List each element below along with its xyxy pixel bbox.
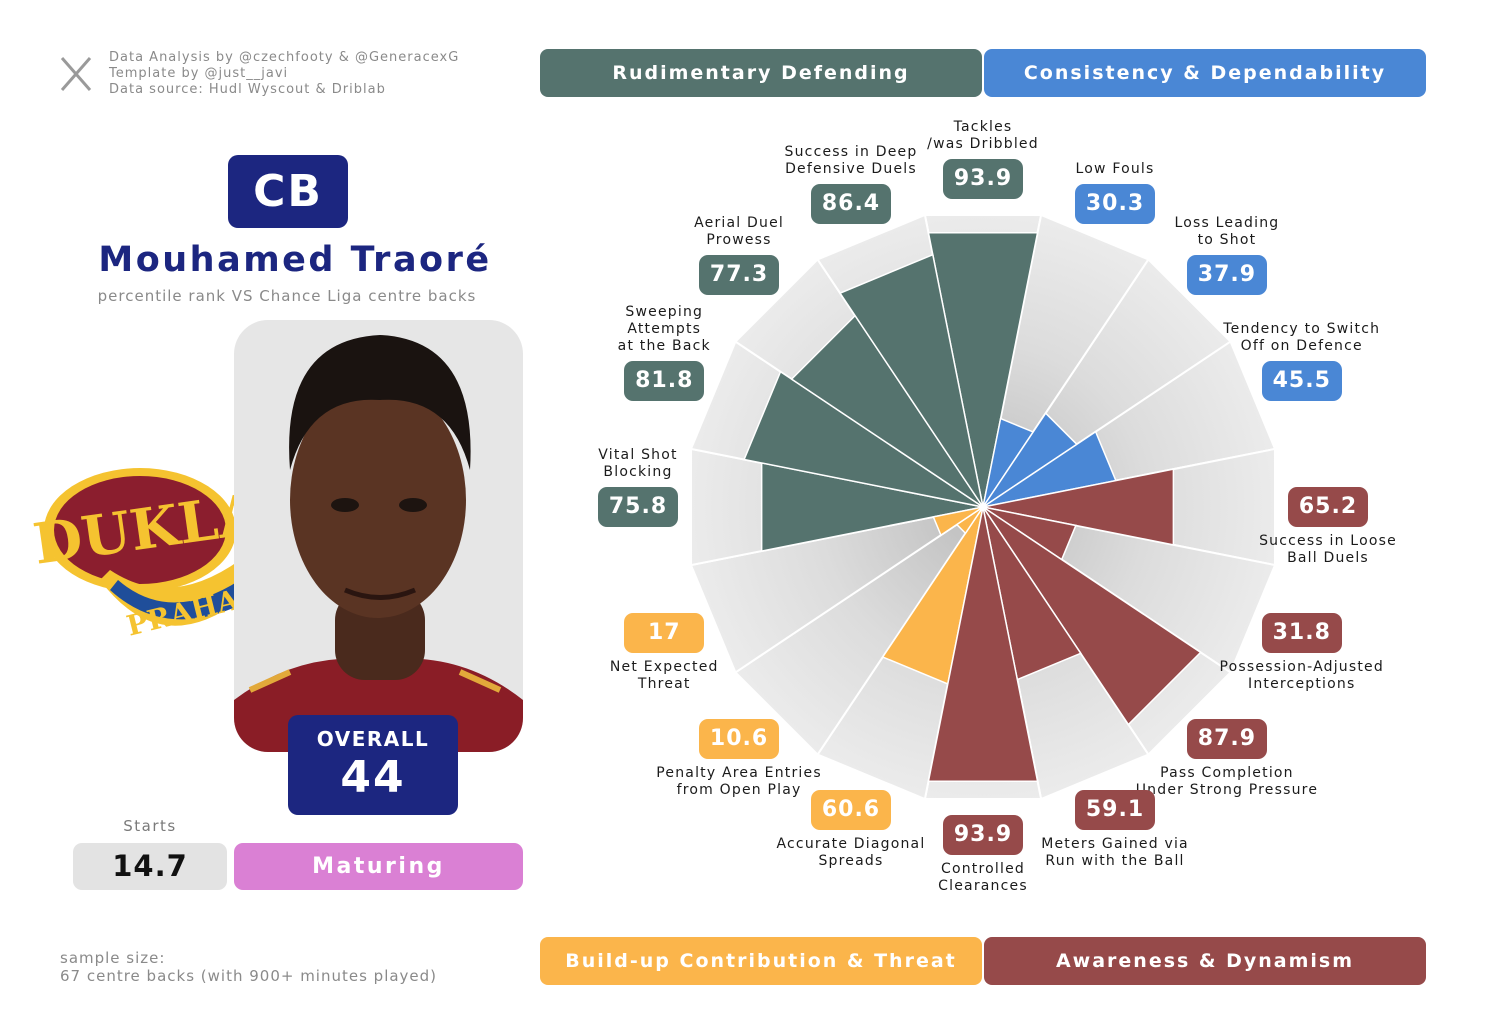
value-label: 86.4 — [810, 183, 891, 224]
position-badge: CB — [228, 155, 348, 228]
sample-size: 67 centre backs (with 900+ minutes playe… — [60, 967, 438, 985]
value-label: 17 — [624, 612, 705, 653]
player-photo — [234, 320, 523, 752]
overall-box — [288, 715, 458, 815]
value-label: 93.9 — [943, 159, 1023, 199]
category-label: Tackles /was Dribbled — [927, 119, 1039, 152]
value-label: 81.8 — [624, 361, 705, 402]
category-label: Penalty Area Entries from Open Play — [656, 764, 822, 798]
legend-entry: Consistency & Dependability — [984, 49, 1426, 97]
legend-entry: Build-up Contribution & Threat — [540, 937, 982, 985]
category-label: Success in Deep Defensive Duels — [784, 143, 918, 177]
club-logo: DUKLA PRAHA — [29, 468, 267, 643]
value-label: 30.3 — [1075, 183, 1156, 224]
category-label: Controlled Clearances — [938, 861, 1028, 894]
category-label: Vital Shot Blocking — [598, 447, 678, 480]
starts-value: 14.7 — [73, 843, 227, 890]
category-label: Success in Loose Ball Duels — [1259, 533, 1397, 566]
credit: Data Analysis by @czechfooty & @Generace… — [109, 50, 460, 65]
value-label: 37.9 — [1186, 255, 1267, 296]
legend-entry: Awareness & Dynamism — [984, 937, 1426, 985]
category-label: Accurate Diagonal Spreads — [776, 836, 926, 870]
subtitle: percentile rank VS Chance Liga centre ba… — [97, 287, 477, 305]
sample-size: sample size: — [60, 949, 166, 967]
category-label: Low Fouls — [1075, 160, 1155, 177]
category-label: Net Expected Threat — [609, 658, 719, 692]
player-name: Mouhamed Traoré — [98, 240, 492, 280]
bar — [927, 506, 1039, 782]
category-label: Loss Leading to Shot — [1174, 215, 1280, 249]
status-badge: Maturing — [234, 843, 523, 890]
credit: Data source: Hudl Wyscout & Driblab — [109, 82, 386, 97]
bar — [982, 468, 1175, 546]
bar — [838, 253, 984, 508]
value-label: 75.8 — [598, 487, 678, 527]
value-label: 10.6 — [699, 718, 780, 759]
category-label: Possession-Adjusted Interceptions — [1219, 658, 1384, 692]
overall-label: OVERALL — [316, 727, 430, 751]
value-label: 31.8 — [1261, 612, 1342, 653]
x-logo — [60, 57, 92, 91]
overall-value: 44 — [340, 752, 406, 803]
category-label: Meters Gained via Run with the Ball — [1041, 836, 1189, 870]
value-label: 60.6 — [810, 790, 891, 831]
category-label: Aerial Duel Prowess — [694, 215, 784, 249]
value-label: 87.9 — [1186, 718, 1267, 759]
value-label: 59.1 — [1075, 790, 1156, 831]
value-label: 77.3 — [699, 255, 780, 296]
legend-entry: Rudimentary Defending — [540, 49, 982, 97]
category-label: Pass Completion Under Strong Pressure — [1135, 764, 1319, 798]
value-label: 93.9 — [943, 815, 1023, 855]
value-label: 65.2 — [1288, 487, 1368, 527]
starts-label: Starts — [123, 817, 177, 835]
category-label: Tendency to Switch Off on Defence — [1223, 321, 1381, 355]
credit: Template by @just__javi — [109, 66, 289, 81]
category-label: Sweeping Attempts at the Back — [617, 304, 711, 355]
value-label: 45.5 — [1261, 361, 1342, 402]
bar — [932, 506, 984, 537]
